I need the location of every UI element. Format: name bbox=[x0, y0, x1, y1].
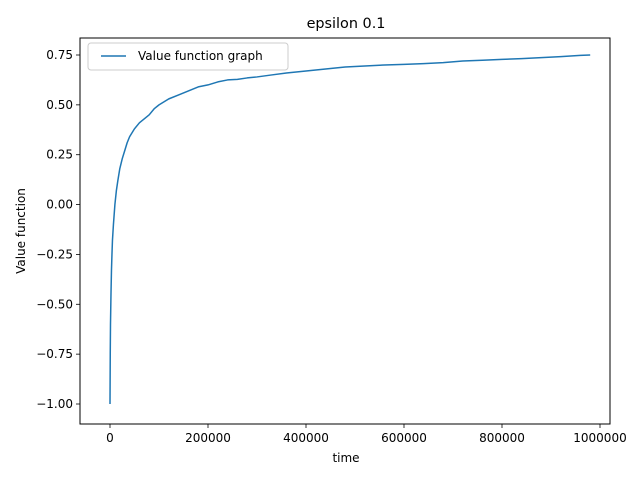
y-axis: −1.00 −0.75 −0.50 −0.25 0.00 0.25 0.50 0.75 bbox=[36, 48, 80, 411]
plot-area bbox=[109, 54, 591, 405]
legend: Value function graph bbox=[87, 42, 289, 71]
y-tick-label: 0.25 bbox=[46, 148, 73, 162]
y-tick-label: −0.50 bbox=[36, 297, 73, 311]
y-tick-label: 0.75 bbox=[46, 48, 73, 62]
y-tick-label: −1.00 bbox=[36, 397, 73, 411]
x-tick-label: 600000 bbox=[381, 431, 427, 445]
x-tick-label: 400000 bbox=[283, 431, 329, 445]
y-tick-label: −0.25 bbox=[36, 247, 73, 261]
legend-box bbox=[87, 42, 289, 71]
x-tick-label: 800000 bbox=[479, 431, 525, 445]
axes-frame bbox=[79, 37, 611, 425]
series-line bbox=[109, 54, 591, 405]
x-tick-label: 200000 bbox=[185, 431, 231, 445]
x-tick-label: 0 bbox=[106, 431, 114, 445]
y-tick-label: −0.75 bbox=[36, 347, 73, 361]
y-axis-label: Value function bbox=[14, 188, 28, 274]
x-axis: 0 200000 400000 600000 800000 1000000 bbox=[106, 424, 627, 445]
chart-title: epsilon 0.1 bbox=[307, 16, 386, 32]
y-tick-label: 0.00 bbox=[46, 198, 73, 212]
x-tick-label: 1000000 bbox=[573, 431, 626, 445]
x-axis-label: time bbox=[332, 451, 359, 465]
legend-label: Value function graph bbox=[138, 49, 263, 63]
y-tick-label: 0.50 bbox=[46, 98, 73, 112]
